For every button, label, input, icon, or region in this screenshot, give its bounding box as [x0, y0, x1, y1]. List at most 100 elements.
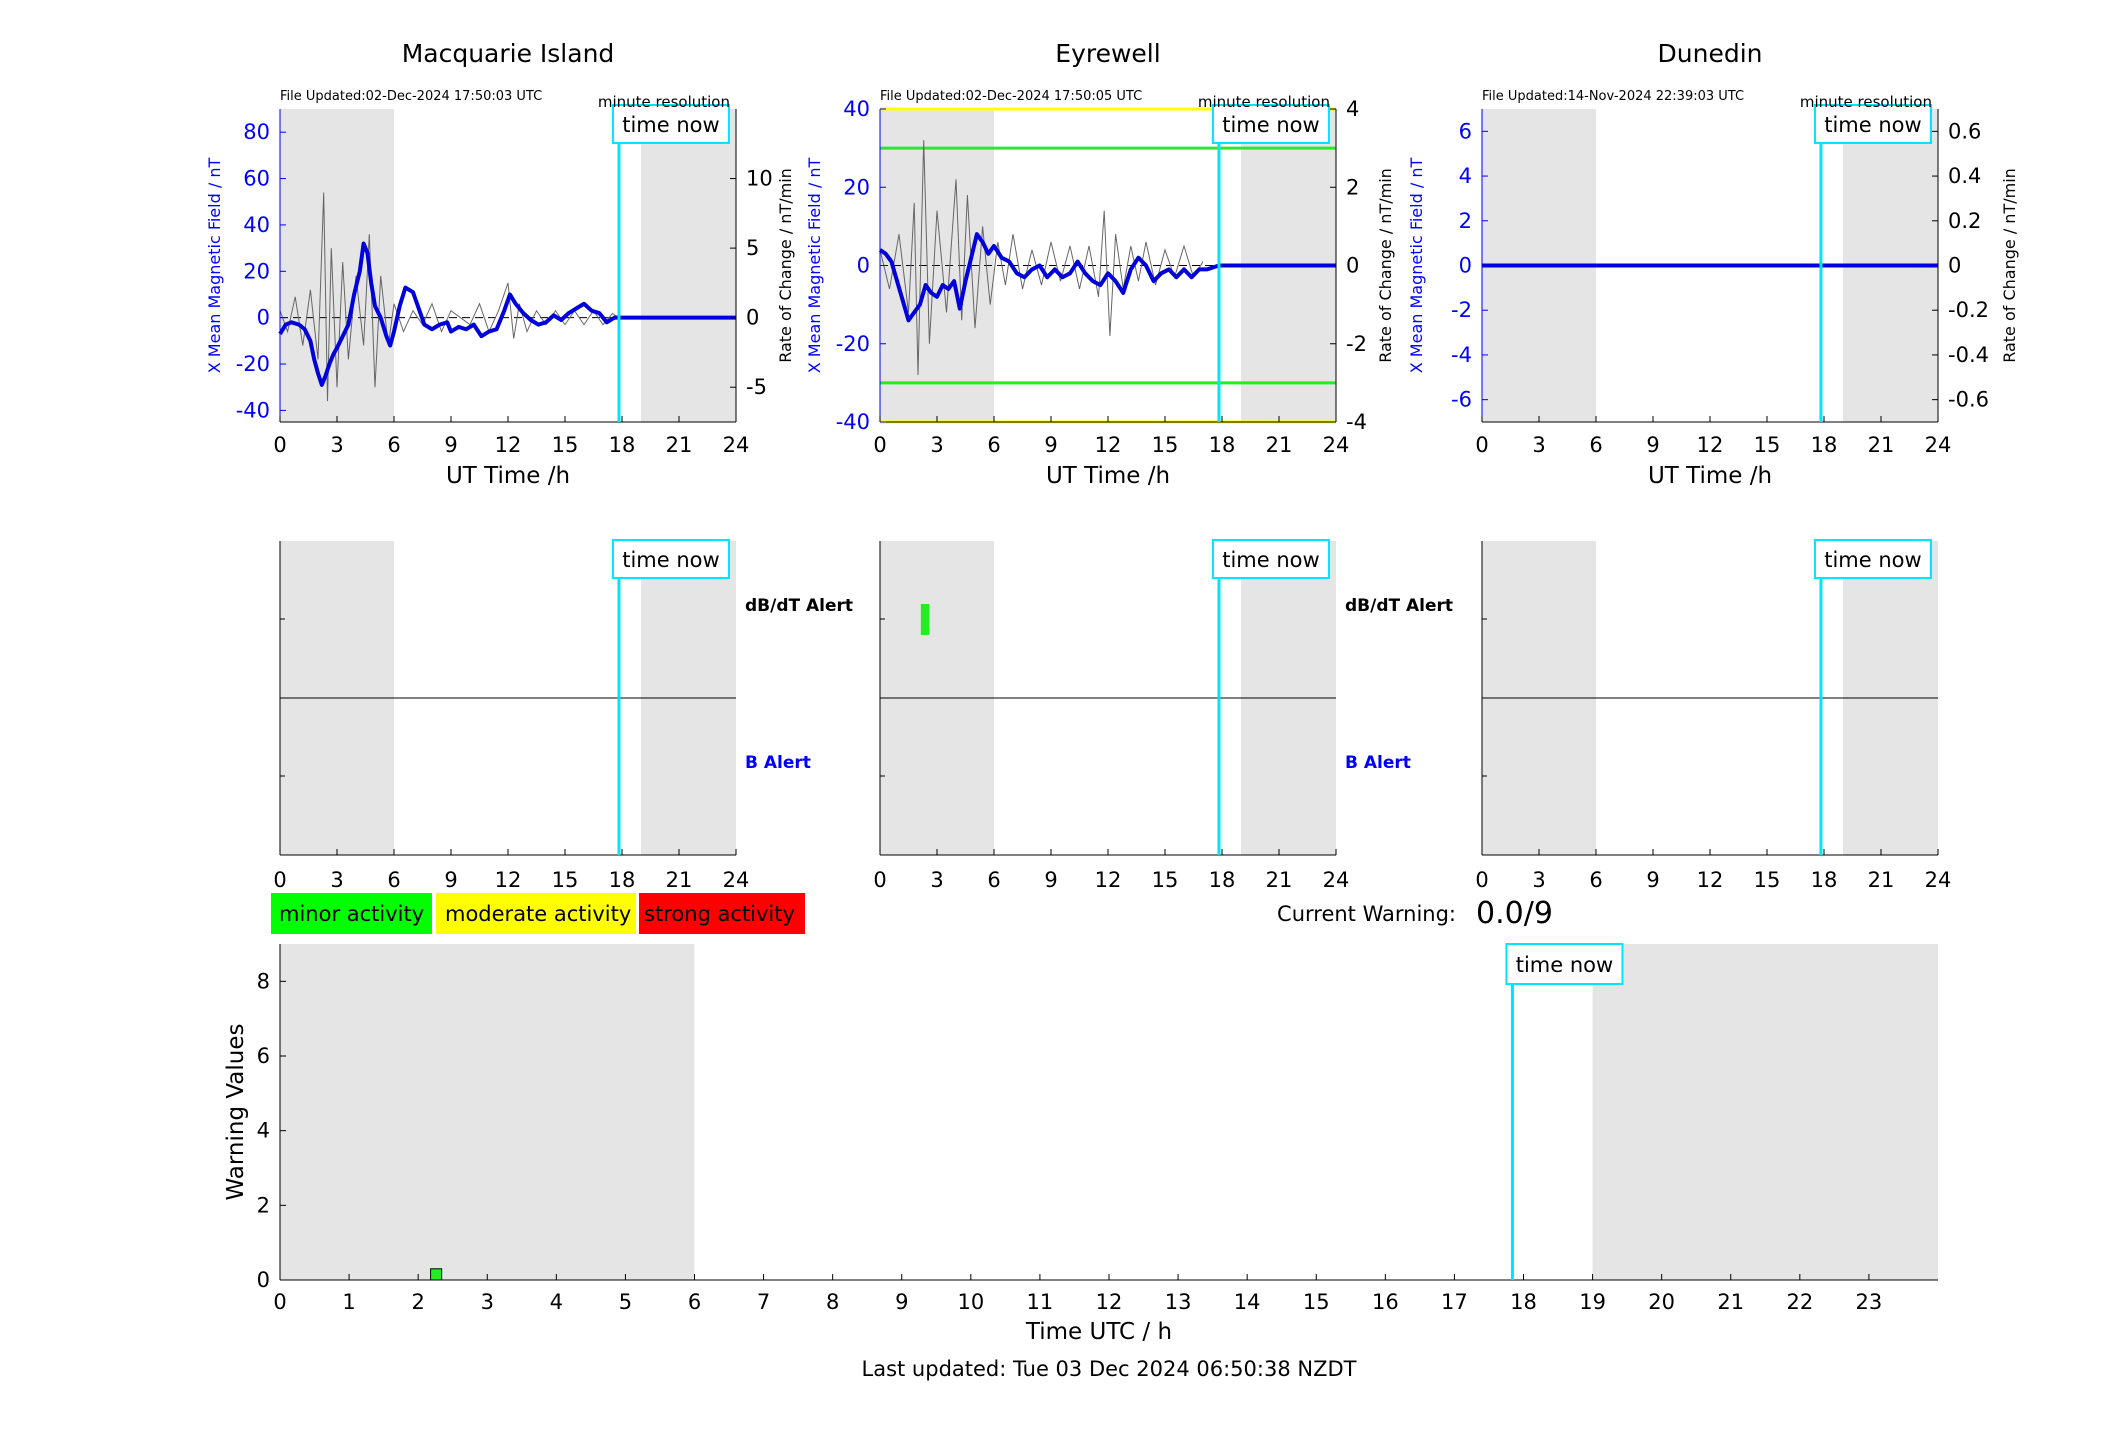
y-axis-label: Warning Values	[223, 1023, 249, 1200]
y-left-tick-label: 20	[243, 259, 270, 283]
x-tick-label: 12	[1095, 433, 1122, 457]
x-tick-label: 5	[619, 1290, 632, 1314]
x-tick-label: 21	[666, 868, 693, 892]
y-right-tick-label: -2	[1346, 332, 1367, 356]
night-shading	[280, 944, 695, 1280]
x-tick-label: 21	[1266, 868, 1293, 892]
current-warning-value: 0.0/9	[1476, 896, 1553, 931]
y-right-tick-label: 0.2	[1948, 209, 1981, 233]
file-updated-label: File Updated:02-Dec-2024 17:50:03 UTC	[280, 89, 542, 104]
legend-strong-swatch	[639, 893, 805, 934]
x-tick-label: 12	[1095, 868, 1122, 892]
legend-strong-label: strong activity	[644, 902, 795, 926]
x-tick-label: 12	[495, 433, 522, 457]
time-now-box	[611, 104, 730, 144]
station-title: Macquarie Island	[402, 39, 615, 68]
x-tick-label: 12	[1096, 1290, 1123, 1314]
file-updated-label: File Updated:14-Nov-2024 22:39:03 UTC	[1482, 89, 1744, 104]
x-tick-label: 17	[1441, 1290, 1468, 1314]
x-axis-label: Time UTC / h	[1025, 1319, 1172, 1345]
x-tick-label: 18	[1811, 868, 1838, 892]
x-tick-label: 9	[1044, 433, 1057, 457]
y-left-axis-label: X Mean Magnetic Field / nT	[805, 158, 824, 374]
y-left-tick-label: -2	[1451, 298, 1472, 322]
x-tick-label: 21	[666, 433, 693, 457]
rate-of-change-series	[279, 192, 620, 402]
x-tick-label: 0	[873, 433, 886, 457]
x-tick-label: 18	[1209, 868, 1236, 892]
x-tick-label: 10	[957, 1290, 984, 1314]
time-now-box	[1813, 539, 1932, 579]
x-tick-label: 21	[1717, 1290, 1744, 1314]
night-shading	[641, 109, 736, 422]
x-tick-label: 0	[273, 868, 286, 892]
legend-moderate-label: moderate activity	[445, 902, 631, 926]
alert-mark	[920, 604, 930, 635]
y-left-tick-label: 80	[243, 120, 270, 144]
b-alert-label: B Alert	[1345, 753, 1411, 773]
y-right-tick-label: -0.6	[1948, 388, 1989, 412]
x-tick-label: 6	[387, 868, 400, 892]
y-left-tick-label: 40	[243, 213, 270, 237]
x-tick-label: 18	[1811, 433, 1838, 457]
x-tick-label: 24	[1323, 868, 1350, 892]
last-updated: Last updated: Tue 03 Dec 2024 06:50:38 N…	[862, 1357, 1357, 1381]
charts-layer: 0 3 6 9 12 15 18 21 24-40-20020406080-50510time …	[205, 39, 2019, 1345]
resolution-label: minute resolution	[1800, 93, 1932, 111]
x-tick-label: 7	[757, 1290, 770, 1314]
x-tick-label: 16	[1372, 1290, 1399, 1314]
x-tick-label: 1	[342, 1290, 355, 1314]
y-left-tick-label: -20	[836, 332, 870, 356]
y-left-tick-label: 0	[257, 306, 270, 330]
x-tick-label: 9	[1044, 868, 1057, 892]
x-tick-label: 15	[1303, 1290, 1330, 1314]
x-tick-label: 15	[552, 433, 579, 457]
y-left-tick-label: 60	[243, 167, 270, 191]
x-tick-label: 3	[930, 433, 943, 457]
x-axis-label: UT Time /h	[1046, 463, 1170, 489]
x-tick-label: 14	[1234, 1290, 1261, 1314]
y-tick-label: 0	[257, 1268, 270, 1292]
x-tick-label: 0	[273, 433, 286, 457]
alert-panel-3: 0 3 6 9 12 15 18 21 24 time now	[1475, 539, 1952, 892]
night-shading	[1592, 944, 1938, 1280]
x-tick-label: 8	[826, 1290, 839, 1314]
legend-minor-swatch	[271, 893, 432, 934]
x-tick-label: 19	[1579, 1290, 1606, 1314]
x-tick-label: 6	[1589, 433, 1602, 457]
x-tick-label: 24	[1925, 433, 1952, 457]
y-right-tick-label: -0.4	[1948, 343, 1989, 367]
x-tick-label: 15	[1754, 433, 1781, 457]
x-tick-label: 6	[688, 1290, 701, 1314]
x-tick-label: 6	[1589, 868, 1602, 892]
x-tick-label: 3	[1532, 868, 1545, 892]
time-now-label: time now	[1516, 953, 1613, 977]
y-right-tick-label: -5	[746, 375, 767, 399]
x-tick-label: 20	[1648, 1290, 1675, 1314]
y-right-tick-label: 10	[746, 167, 773, 191]
x-tick-label: 24	[1925, 868, 1952, 892]
x-tick-label: 18	[1510, 1290, 1537, 1314]
time-now-label: time now	[1824, 113, 1921, 137]
resolution-label: minute resolution	[598, 93, 730, 111]
mean-field-series	[278, 241, 736, 387]
y-left-tick-label: 0	[1459, 254, 1472, 278]
resolution-label: minute resolution	[1198, 93, 1330, 111]
rate-of-change-series	[879, 140, 1204, 376]
x-tick-label: 6	[987, 868, 1000, 892]
y-left-tick-label: 2	[1459, 209, 1472, 233]
x-tick-label: 11	[1027, 1290, 1054, 1314]
y-right-axis-label: Rate of Change / nT/min	[2000, 168, 2019, 363]
y-right-tick-label: 0.6	[1948, 119, 1981, 143]
time-now-label: time now	[1222, 548, 1319, 572]
dbdt-alert-label: dB/dT Alert	[745, 596, 853, 616]
mean-field-series	[878, 232, 1336, 323]
x-tick-label: 12	[1697, 433, 1724, 457]
y-right-tick-label: -0.2	[1948, 298, 1989, 322]
time-now-label: time now	[1824, 548, 1921, 572]
current-warning-label: Current Warning:	[1277, 902, 1456, 926]
x-tick-label: 23	[1856, 1290, 1883, 1314]
y-right-axis-label: Rate of Change / nT/min	[776, 168, 795, 363]
